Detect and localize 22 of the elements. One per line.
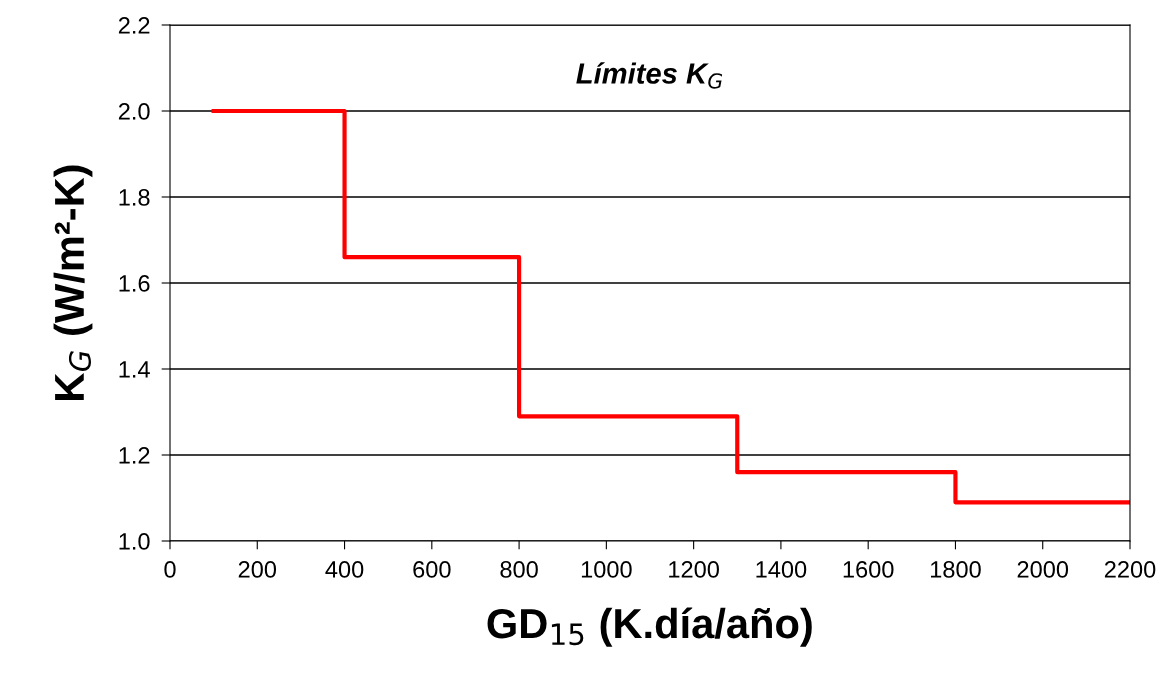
y-tick-label: 1.4: [119, 361, 150, 378]
y-tick-label: 1.0: [119, 533, 150, 550]
y-tick-label: 1.8: [119, 189, 150, 206]
y-tick-label: 2.2: [118, 17, 150, 34]
text: Límites K$_{G}$: [576, 62, 723, 89]
y-tick-label: 2.0: [118, 103, 150, 120]
x-tick-label: 200: [238, 561, 277, 578]
x-tick-label: 2000: [1017, 561, 1069, 578]
x-tick-label: 600: [413, 561, 451, 578]
x-tick-label: 2200: [1104, 561, 1156, 578]
y-tick-label: 1.2: [119, 447, 150, 464]
x-tick-label: 0: [164, 561, 176, 578]
x-tick-label: 800: [500, 561, 538, 578]
x-tick-label: 1200: [669, 561, 719, 578]
x-tick-label: 1400: [756, 561, 807, 578]
x-tick-label: 1600: [843, 561, 894, 578]
x-axis-title: GD$_{15}$ (K.día/año): [487, 607, 812, 647]
x-tick-label: 1800: [930, 561, 981, 578]
x-tick-label: 400: [325, 561, 364, 578]
x-tick-label: 1000: [581, 561, 632, 578]
y-axis-title: K$_{G}$ (W/m²-K): [53, 165, 93, 401]
y-tick-label: 1.6: [119, 275, 150, 292]
